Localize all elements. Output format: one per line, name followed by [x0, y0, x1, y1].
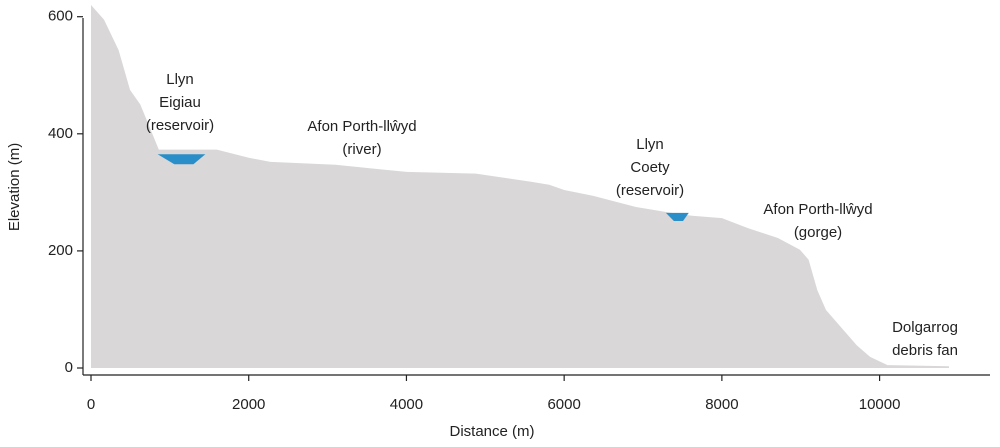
annotation: Dolgarrog	[892, 319, 958, 336]
annotation: Coety	[630, 159, 670, 176]
x-tick-label: 10000	[859, 396, 901, 413]
annotation: (reservoir)	[146, 117, 214, 134]
x-tick-label: 8000	[705, 396, 738, 413]
y-tick-label: 600	[48, 8, 73, 25]
annotation: (reservoir)	[616, 182, 684, 199]
x-tick-label: 4000	[390, 396, 423, 413]
annotation: debris fan	[892, 342, 958, 359]
annotation: Afon Porth-llŵyd	[763, 201, 872, 218]
y-tick-label: 0	[65, 359, 73, 376]
y-tick-label: 200	[48, 242, 73, 259]
reservoir	[665, 212, 689, 222]
x-tick-label: 2000	[232, 396, 265, 413]
reservoir	[157, 154, 206, 165]
annotation: (gorge)	[794, 224, 842, 241]
annotation: Llyn	[636, 136, 664, 153]
elevation-area	[91, 5, 949, 368]
x-tick-label: 0	[87, 396, 95, 413]
annotation: Afon Porth-llŵyd	[307, 118, 416, 135]
annotation: Eigiau	[159, 94, 201, 111]
x-tick-label: 6000	[547, 396, 580, 413]
y-tick-label: 400	[48, 125, 73, 142]
annotation: (river)	[342, 141, 381, 158]
y-axis-label: Elevation (m)	[6, 143, 23, 231]
annotation: Llyn	[166, 71, 194, 88]
x-axis-label: Distance (m)	[449, 423, 534, 440]
